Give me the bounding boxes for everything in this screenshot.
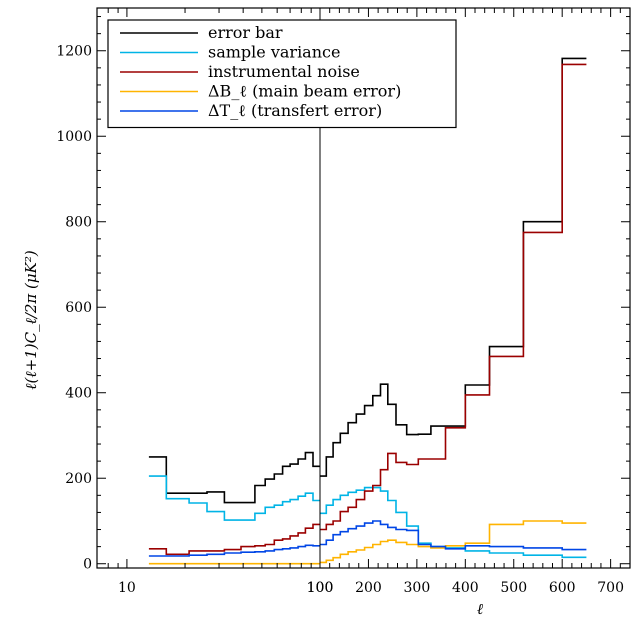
legend-label-error-bar: error bar <box>208 23 283 42</box>
x-tick-label-left: 10 <box>118 580 136 596</box>
legend-label-instrumental-noise: instrumental noise <box>208 62 360 81</box>
x-tick-label-right: 700 <box>597 580 624 596</box>
y-tick-label: 400 <box>65 386 92 402</box>
y-tick-label: 800 <box>65 215 92 231</box>
x-tick-label-right: 600 <box>549 580 576 596</box>
legend-label-t-transfert-error: ΔT_ℓ (transfert error) <box>208 101 382 120</box>
y-tick-label: 1000 <box>56 129 92 145</box>
series-t-transfert-error-left-panel <box>148 544 320 557</box>
series-instrumental-noise-left-panel <box>148 523 320 556</box>
series-sample-variance-left-panel <box>148 475 320 521</box>
series-b-main-beam-error-right-panel <box>320 520 587 564</box>
legend-label-sample-variance: sample variance <box>208 43 340 62</box>
x-tick-label-right: 300 <box>404 580 431 596</box>
legend-label-b-main-beam-error: ΔB_ℓ (main beam error) <box>208 82 401 101</box>
series-t-transfert-error-right-panel <box>320 520 587 551</box>
x-tick-label-right: 100 <box>307 580 334 596</box>
y-tick-label: 0 <box>83 557 92 573</box>
y-axis-label: ℓ(ℓ+1)C_ℓ/2π (μK²) <box>22 250 40 390</box>
x-tick-label-left: 100 <box>307 580 334 596</box>
y-tick-label: 1200 <box>56 44 92 60</box>
x-tick-label-right: 500 <box>500 580 527 596</box>
y-tick-label: 600 <box>65 300 92 316</box>
series-error-bar-left-panel <box>148 451 320 504</box>
x-tick-label-right: 400 <box>452 580 479 596</box>
series-instrumental-noise-right-panel <box>320 63 587 531</box>
legend-box <box>107 19 457 129</box>
y-tick-label: 200 <box>65 471 92 487</box>
series-sample-variance-right-panel <box>320 486 587 559</box>
x-axis-label: ℓ <box>477 600 483 618</box>
plot-frame <box>96 7 631 569</box>
x-tick-label-right: 200 <box>355 580 382 596</box>
